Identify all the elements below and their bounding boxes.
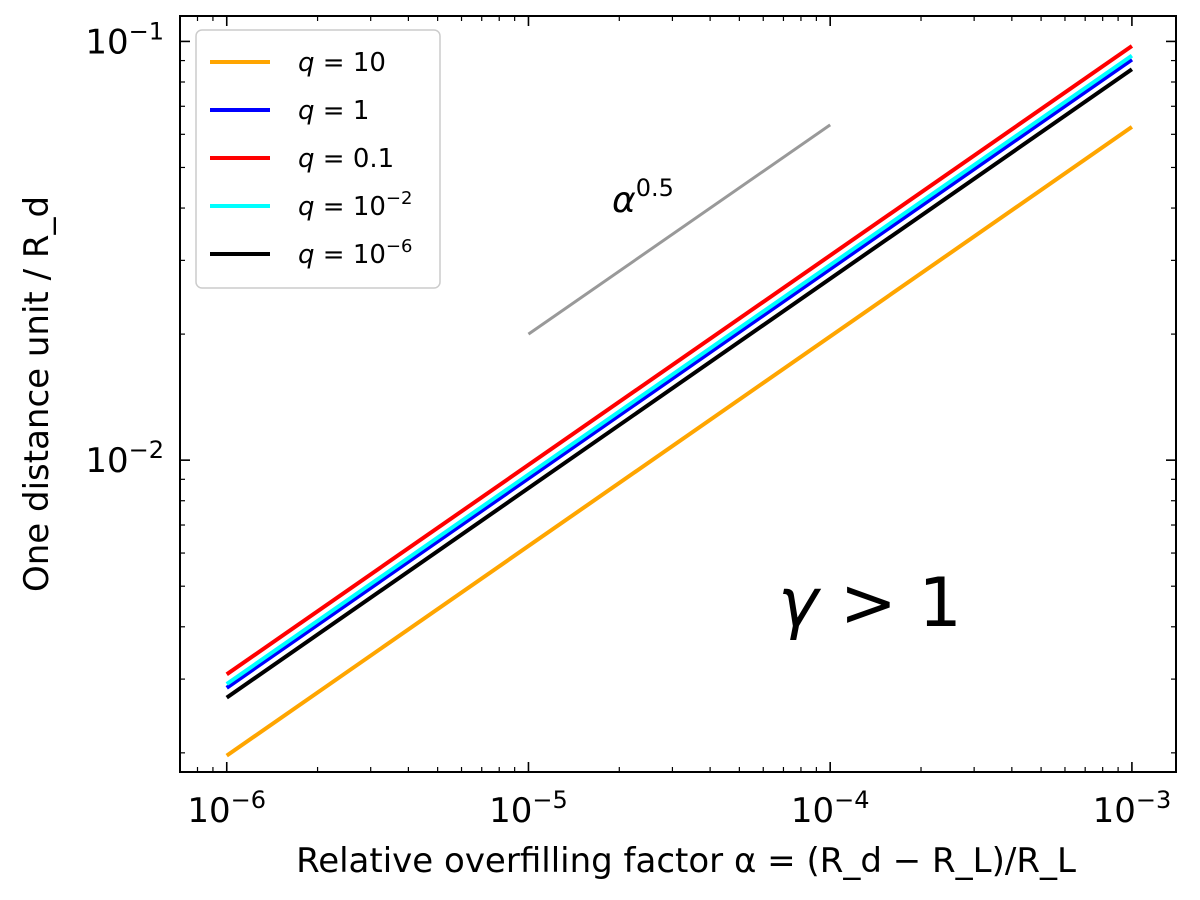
x-tick-label: 10−3 <box>1093 786 1172 831</box>
legend-label: q = 1 <box>298 96 369 126</box>
series-lines <box>225 44 1134 758</box>
legend-label: q = 10−2 <box>298 188 412 222</box>
plot-frame <box>179 15 1177 773</box>
legend-label: q = 10−6 <box>298 236 412 270</box>
legend: q = 10 q = 1 q = 0.1 q = 10−2 q = 10−6 <box>195 29 441 289</box>
series-line <box>225 53 1134 686</box>
reference-slope: α0.5 <box>527 123 832 336</box>
reference-label: α0.5 <box>612 174 674 221</box>
axis-labels: Relative overfilling factor α = (R_d − R… <box>17 196 1076 881</box>
y-tick-label: 10−2 <box>85 436 164 481</box>
x-tick-label: 10−6 <box>187 786 266 831</box>
y-axis-label: One distance unit / R_d <box>17 196 57 592</box>
series-line <box>225 67 1134 700</box>
x-axis-label: Relative overfilling factor α = (R_d − R… <box>296 841 1076 881</box>
reference-line <box>527 123 832 336</box>
x-tick-label: 10−5 <box>489 786 568 831</box>
tick-labels: 10−6 10−5 10−4 10−3 10−2 10−1 <box>85 17 1171 831</box>
gamma-annotation: γ > 1 <box>778 564 962 643</box>
gamma-label: γ > 1 <box>778 564 962 643</box>
series-line <box>225 57 1134 690</box>
series-line <box>225 44 1134 676</box>
x-tick-label: 10−4 <box>791 786 870 831</box>
legend-box <box>195 29 441 289</box>
series-line <box>225 125 1134 758</box>
legend-label: q = 10 <box>298 48 386 78</box>
legend-label: q = 0.1 <box>298 144 394 174</box>
y-tick-label: 10−1 <box>85 17 164 62</box>
